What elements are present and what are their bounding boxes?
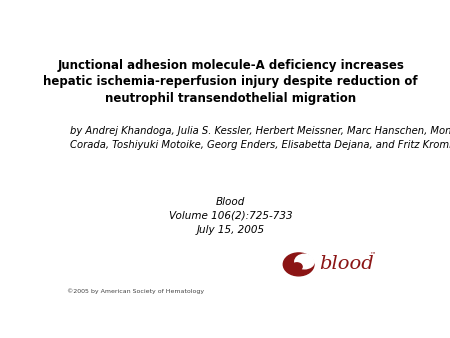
Circle shape	[292, 263, 302, 271]
Circle shape	[295, 254, 314, 269]
Text: blood: blood	[320, 256, 374, 273]
Text: by Andrej Khandoga, Julia S. Kessler, Herbert Meissner, Marc Hanschen, Monica
Co: by Andrej Khandoga, Julia S. Kessler, He…	[70, 126, 450, 150]
Circle shape	[284, 253, 314, 276]
Text: ©2005 by American Society of Hematology: ©2005 by American Society of Hematology	[67, 289, 204, 294]
Text: ™: ™	[369, 253, 376, 258]
Text: Junctional adhesion molecule-A deficiency increases
hepatic ischemia-reperfusion: Junctional adhesion molecule-A deficienc…	[43, 59, 418, 105]
Text: Blood
Volume 106(2):725-733
July 15, 2005: Blood Volume 106(2):725-733 July 15, 200…	[169, 197, 292, 235]
